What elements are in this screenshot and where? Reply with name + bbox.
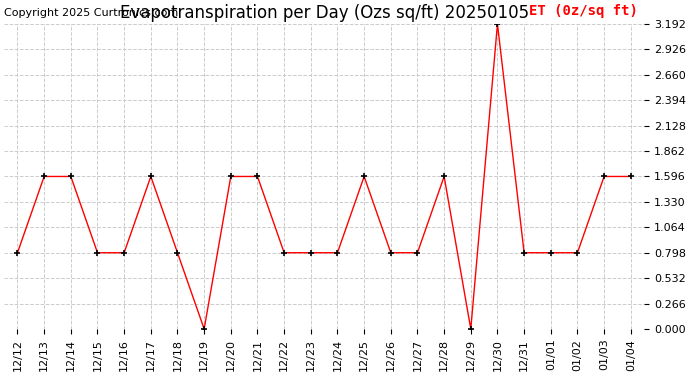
Text: ET (0z/sq ft): ET (0z/sq ft) [529,4,638,18]
Text: Copyright 2025 Curtronics.com: Copyright 2025 Curtronics.com [4,8,179,18]
Title: Evapotranspiration per Day (Ozs sq/ft) 20250105: Evapotranspiration per Day (Ozs sq/ft) 2… [119,4,529,22]
